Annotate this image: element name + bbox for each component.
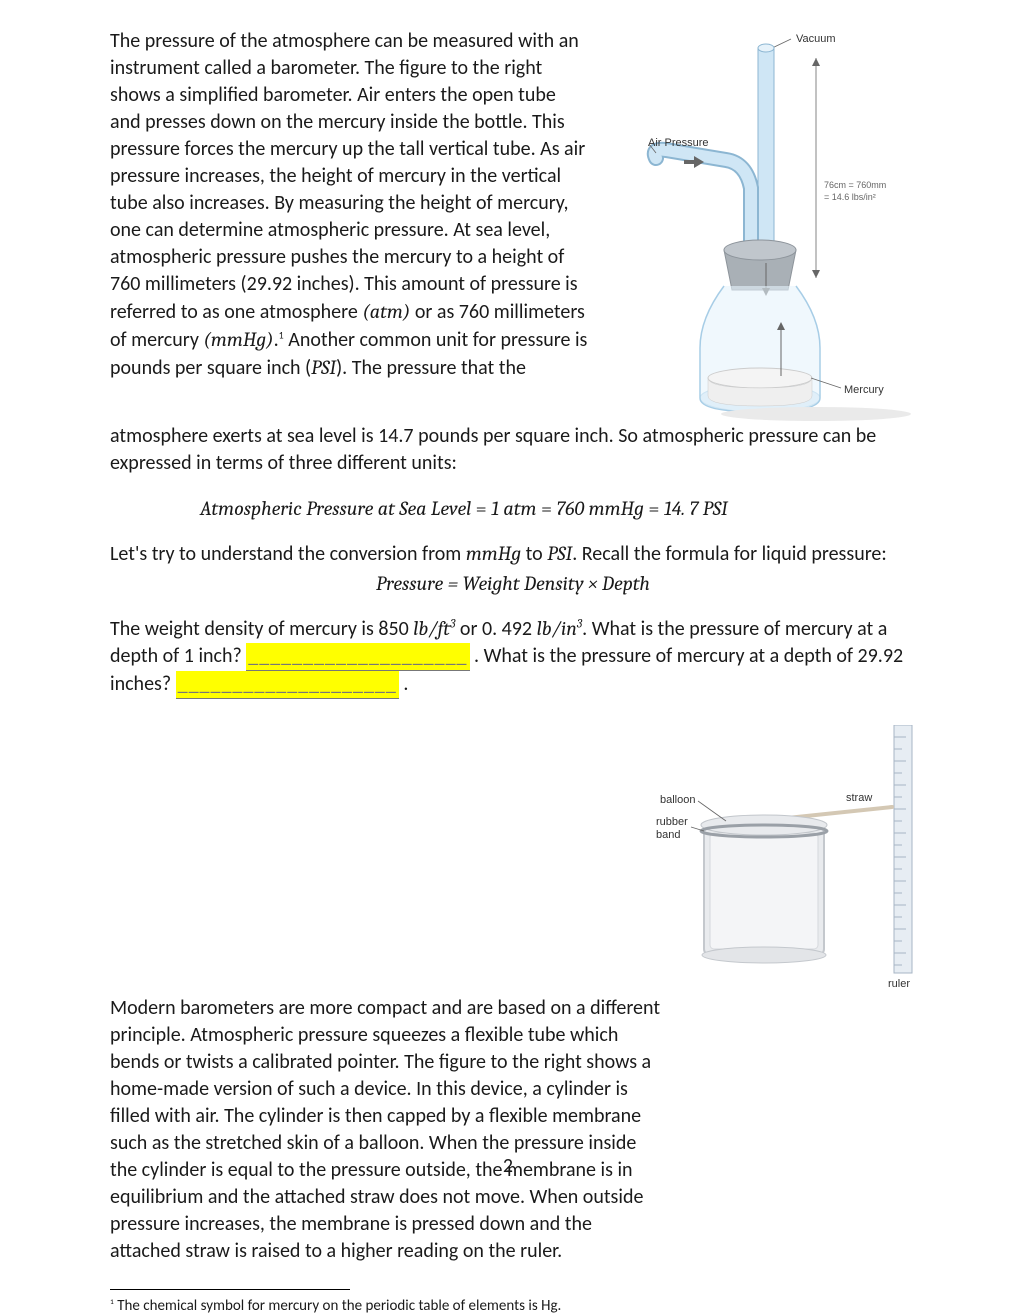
measure-label-2: = 14.6 lbs/in² bbox=[824, 192, 876, 202]
para-1f: atmosphere exerts at sea level is 14.7 p… bbox=[110, 424, 876, 475]
home-barometer-figure: ruler straw balloon rubber band bbox=[656, 725, 916, 995]
equation-pressure: Pressure = Weight Density × Depth bbox=[110, 570, 916, 597]
para-3b: or 0. 492 bbox=[455, 617, 536, 641]
para-2c: . Recall the formula for liquid pressure… bbox=[572, 542, 887, 566]
unit-atm: (atm) bbox=[362, 300, 410, 323]
unit-psi: PSI bbox=[311, 356, 336, 379]
eq-atm-d: 14. 7 PSI bbox=[664, 497, 728, 520]
document-page: The pressure of the atmosphere can be me… bbox=[0, 0, 1016, 1206]
para-2-psi: PSI bbox=[547, 542, 572, 565]
para-3: The weight density of mercury is 850 lb/… bbox=[110, 615, 916, 699]
vacuum-label: Vacuum bbox=[796, 33, 836, 45]
footnote: 1 The chemical symbol for mercury on the… bbox=[110, 1296, 916, 1316]
eq-eq2: = bbox=[541, 497, 556, 520]
para-2-mmhg: mmHg bbox=[466, 542, 521, 565]
eq-atm-c: 760 mmHg bbox=[556, 497, 648, 520]
fill-blank-2[interactable]: ____________________ bbox=[176, 671, 399, 699]
unit-lbin: lb/in bbox=[537, 617, 577, 640]
airpressure-label: Air Pressure bbox=[648, 137, 709, 149]
eq-eq1: = bbox=[476, 497, 491, 520]
unit-lbft: lb/ft bbox=[413, 617, 450, 640]
para-1e: ). The pressure that the bbox=[336, 356, 526, 380]
para-4: Modern barometers are more compact and a… bbox=[110, 995, 666, 1265]
footnote-body: The chemical symbol for mercury on the p… bbox=[114, 1297, 561, 1315]
eq-atm-b: 1 atm bbox=[491, 497, 541, 520]
mercury-label: Mercury bbox=[844, 384, 884, 396]
eq-atm-a: Atmospheric Pressure at Sea Level bbox=[200, 497, 476, 520]
para-3e: . bbox=[399, 672, 409, 696]
para-2b: to bbox=[521, 542, 547, 566]
barometer-figure: Vacuum 76cm = 760mm = 14.6 lbs/in² Air P… bbox=[616, 28, 916, 423]
para-3a: The weight density of mercury is 850 bbox=[110, 617, 413, 641]
para-1-column: The pressure of the atmosphere can be me… bbox=[110, 28, 590, 382]
rubber-label: rubber bbox=[656, 816, 688, 828]
fill-blank-1[interactable]: ____________________ bbox=[246, 643, 469, 671]
balloon-label: balloon bbox=[660, 794, 695, 806]
section-barometer: The pressure of the atmosphere can be me… bbox=[110, 28, 916, 477]
measure-label-1: 76cm = 760mm bbox=[824, 180, 886, 190]
ruler-label: ruler bbox=[888, 978, 910, 990]
band-label: band bbox=[656, 829, 680, 841]
footnote-divider bbox=[110, 1289, 350, 1290]
para-2: Let's try to understand the conversion f… bbox=[110, 540, 916, 568]
section-home-barometer: ruler straw balloon rubber band Mod bbox=[110, 721, 916, 1265]
eq-eq3: = bbox=[648, 497, 663, 520]
equation-atmospheric: Atmospheric Pressure at Sea Level = 1 at… bbox=[110, 495, 916, 522]
straw-label: straw bbox=[846, 792, 872, 804]
page-number: 2 bbox=[0, 1153, 1016, 1180]
para-1a: The pressure of the atmosphere can be me… bbox=[110, 29, 585, 324]
unit-mmhg: (mmHg) bbox=[203, 328, 273, 351]
para-2a: Let's try to understand the conversion f… bbox=[110, 542, 466, 566]
